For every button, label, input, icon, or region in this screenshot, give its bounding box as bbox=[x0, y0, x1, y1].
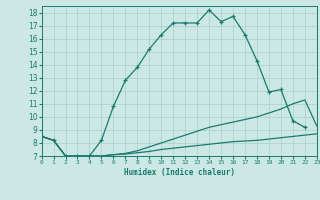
X-axis label: Humidex (Indice chaleur): Humidex (Indice chaleur) bbox=[124, 168, 235, 177]
